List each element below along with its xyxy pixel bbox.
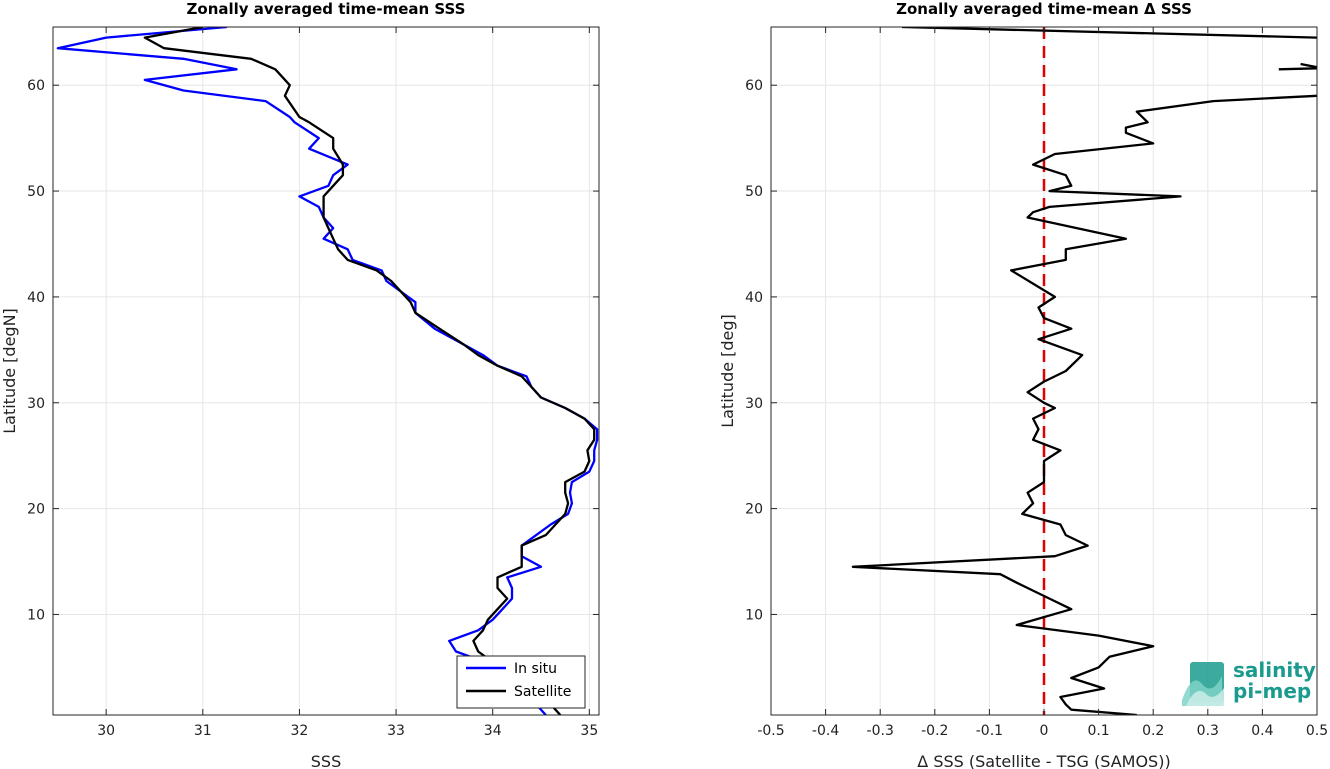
sss-ytick-label: 50: [27, 184, 45, 200]
delta-xtick-label: -0.4: [812, 723, 839, 739]
logo-line2: pi-mep: [1233, 679, 1311, 703]
waves-icon: [1182, 662, 1224, 706]
sss-panel: 30 31 32 33 34 35 10 20 30 40 50 60 Zonally average…: [0, 0, 600, 769]
delta-ytick-label: 30: [745, 396, 763, 412]
delta-ytick-label: 50: [745, 184, 763, 200]
salinity-pimep-logo: salinity pi-mep: [1182, 658, 1316, 706]
delta-ytick-label: 20: [745, 502, 763, 518]
logo-line1: salinity: [1233, 658, 1316, 682]
sss-xtick-label: 34: [484, 723, 502, 739]
sss-legend: In situ Satellite: [456, 655, 586, 709]
delta-ylabel: Latitude [deg]: [718, 314, 737, 428]
sss-xtick-label: 35: [580, 723, 598, 739]
delta-ytick-label: 10: [745, 607, 763, 623]
sss-ytick-label: 20: [27, 502, 45, 518]
delta-xtick-label: 0.1: [1087, 723, 1109, 739]
sss-ytick-label: 40: [27, 290, 45, 306]
delta-xtick-label: 0.5: [1306, 723, 1328, 739]
sss-ytick-label: 60: [27, 78, 45, 94]
legend-label-insitu: In situ: [514, 661, 557, 677]
delta-series-segment-3: [901, 27, 1317, 39]
sss-ticks: 30 31 32 33 34 35 10 20 30 40 50 60: [27, 27, 599, 739]
delta-xtick-label: -0.2: [921, 723, 948, 739]
sss-ylabel: Latitude [degN]: [0, 308, 19, 434]
sss-axes-box: [52, 26, 600, 716]
delta-xlabel: Δ SSS (Satellite - TSG (SAMOS)): [917, 752, 1170, 769]
sss-ytick-label: 30: [27, 396, 45, 412]
sss-xtick-label: 32: [291, 723, 309, 739]
legend-label-satellite: Satellite: [514, 684, 571, 700]
sss-lines: [56, 27, 599, 715]
delta-xtick-label: -0.5: [757, 723, 784, 739]
delta-sss-panel: -0.5 -0.4 -0.3 -0.2 -0.1 0 0.1 0.2 0.3 0.4 0.5 10 20…: [718, 0, 1328, 769]
sss-series-group: [56, 27, 599, 715]
delta-xtick-label: 0.2: [1142, 723, 1164, 739]
sss-xtick-label: 31: [194, 723, 212, 739]
delta-title: Zonally averaged time-mean Δ SSS: [896, 0, 1192, 18]
delta-series-segment-1: [1278, 67, 1317, 71]
sss-grid: [53, 27, 599, 715]
delta-series-group: [851, 27, 1317, 715]
delta-xtick-label: 0.3: [1197, 723, 1219, 739]
delta-series-segment-2: [1300, 62, 1317, 69]
delta-xtick-label: -0.1: [976, 723, 1003, 739]
sss-title: Zonally averaged time-mean SSS: [187, 0, 466, 18]
sss-series-satellite: [143, 27, 596, 715]
delta-series-segment-0: [851, 94, 1317, 715]
sss-xlabel: SSS: [311, 752, 341, 769]
delta-ytick-label: 60: [745, 78, 763, 94]
delta-xtick-label: 0.4: [1251, 723, 1273, 739]
delta-xtick-label: 0: [1040, 723, 1049, 739]
legend-box: [456, 655, 586, 709]
sss-xtick-label: 33: [387, 723, 405, 739]
sss-plot-area: [53, 27, 599, 715]
delta-xtick-label: -0.3: [867, 723, 894, 739]
delta-lines: [851, 27, 1317, 715]
sss-xtick-label: 30: [97, 723, 115, 739]
delta-ticks: -0.5 -0.4 -0.3 -0.2 -0.1 0 0.1 0.2 0.3 0.4 0.5 10 20…: [745, 27, 1328, 739]
sss-ytick-label: 10: [27, 607, 45, 623]
delta-ytick-label: 40: [745, 290, 763, 306]
